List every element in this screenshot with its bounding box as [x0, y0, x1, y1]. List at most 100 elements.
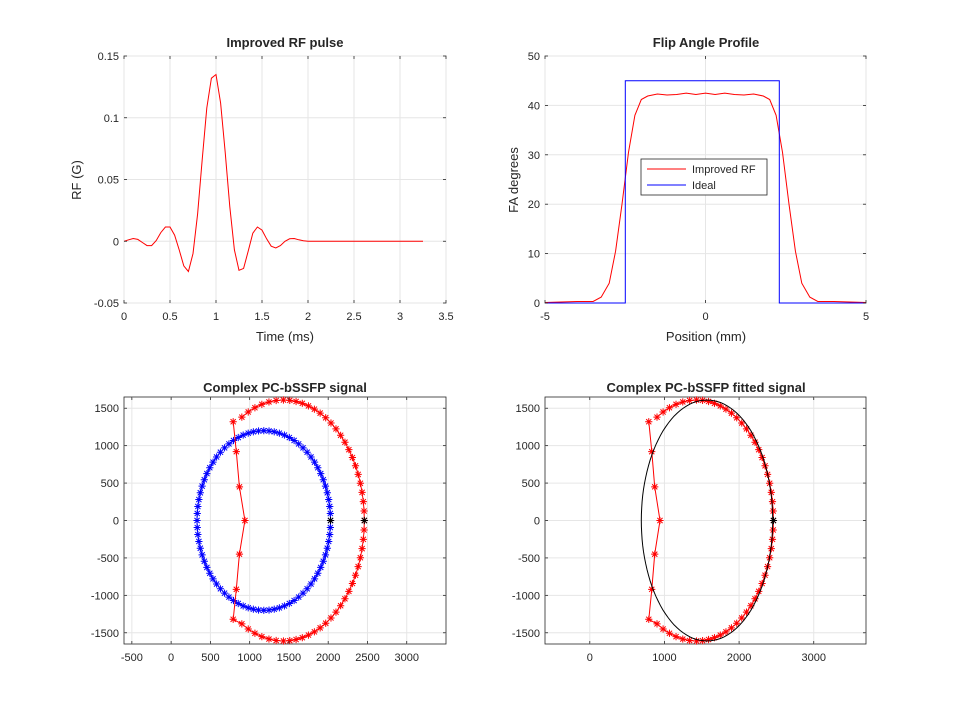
- data-point-marker: [299, 444, 307, 452]
- data-point-marker: [645, 615, 653, 623]
- sig-ticks: -500 0 500 1000 1500 2000 2500 3000 -1500 -1000 -5…: [91, 397, 446, 664]
- data-point-marker: [270, 605, 278, 613]
- data-point-marker: [195, 537, 203, 546]
- legend-box: [640, 158, 768, 196]
- data-point-marker: [290, 596, 298, 605]
- data-point-marker: [225, 593, 233, 601]
- series-line: [123, 73, 423, 273]
- data-point-marker: [651, 483, 659, 491]
- data-point-marker: [692, 637, 701, 645]
- data-point-marker: [260, 427, 268, 435]
- data-point-marker: [220, 444, 229, 452]
- data-point-marker: [322, 414, 330, 422]
- data-point-marker: [310, 405, 318, 413]
- y-tick-label: 1500: [516, 403, 540, 415]
- data-point-marker: [200, 557, 208, 565]
- data-point-marker: [659, 625, 667, 633]
- data-point-marker: [679, 398, 687, 406]
- data-point-marker: [280, 602, 289, 610]
- data-point-marker: [200, 476, 208, 484]
- data-point-marker: [232, 448, 240, 456]
- data-point-marker: [648, 585, 656, 593]
- fit-ticks: 0 1000 2000 3000 -1500 -1000 -500 0 500 1000 1500: [512, 397, 866, 664]
- data-point-marker: [316, 624, 324, 632]
- data-point-marker: [326, 502, 334, 511]
- data-point-marker: [251, 404, 259, 412]
- fit-grid: [545, 397, 866, 644]
- ideal-line: [545, 80, 866, 304]
- y-tick-label: 40: [528, 100, 540, 112]
- data-point-marker: [280, 431, 289, 439]
- data-point-marker: [345, 446, 353, 454]
- x-tick-label: 2000: [316, 652, 340, 664]
- y-tick-label: -1000: [512, 590, 540, 602]
- x-tick-label: 5: [863, 311, 869, 323]
- data-point-marker: [285, 599, 293, 608]
- data-point-marker: [292, 635, 300, 644]
- data-point-marker: [279, 396, 288, 404]
- data-point-marker: [653, 620, 661, 628]
- data-point-marker: [299, 589, 307, 597]
- data-point-marker: [704, 635, 713, 644]
- data-point-marker: [229, 596, 238, 605]
- data-point-marker: [758, 453, 766, 462]
- data-point-marker: [194, 530, 202, 539]
- data-point-marker: [326, 530, 334, 539]
- data-point-marker: [322, 619, 330, 627]
- data-point-marker: [665, 629, 674, 637]
- data-point-marker: [225, 440, 233, 448]
- data-point-marker: [303, 448, 311, 456]
- x-tick-label: 1: [213, 311, 219, 323]
- data-point-marker: [769, 526, 777, 534]
- series-line: [640, 399, 774, 642]
- data-point-marker: [672, 633, 680, 641]
- data-point-marker: [265, 606, 273, 614]
- y-tick-label: -0.05: [94, 298, 119, 310]
- data-point-marker: [314, 464, 322, 472]
- y-tick-label: 0: [113, 516, 119, 528]
- y-tick-label: 1000: [516, 441, 540, 453]
- data-point-marker: [758, 579, 766, 588]
- data-point-marker: [742, 425, 751, 433]
- data-point-marker: [249, 605, 257, 613]
- data-point-marker: [321, 551, 330, 559]
- data-point-marker: [710, 399, 719, 407]
- data-point-marker: [337, 431, 345, 439]
- data-point-marker: [270, 428, 278, 436]
- fa-series: [544, 80, 867, 304]
- y-tick-label: 0.15: [98, 51, 119, 63]
- y-tick-label: 0.05: [98, 175, 119, 187]
- y-tick-label: 500: [101, 478, 119, 490]
- y-tick-label: 1500: [95, 403, 119, 415]
- data-point-marker: [742, 608, 751, 616]
- data-point-marker: [303, 585, 311, 593]
- data-point-marker: [290, 436, 298, 445]
- data-point-marker: [193, 509, 201, 518]
- data-point-marker: [648, 448, 656, 456]
- fa-legend: Improved RF Ideal: [640, 158, 768, 196]
- data-point-marker: [755, 446, 763, 454]
- data-point-marker: [239, 602, 247, 610]
- y-tick-label: 0: [534, 298, 540, 310]
- x-tick-label: 0: [168, 652, 174, 664]
- data-point-marker: [239, 431, 247, 439]
- data-point-marker: [733, 414, 741, 422]
- data-point-marker: [235, 550, 244, 558]
- data-point-marker: [319, 557, 327, 565]
- data-point-marker: [659, 408, 667, 416]
- data-point-marker: [298, 634, 306, 642]
- data-point-marker: [348, 579, 357, 588]
- data-point-marker: [212, 580, 221, 588]
- data-point-marker: [716, 402, 724, 410]
- data-point-marker: [686, 636, 694, 645]
- data-point-marker: [193, 516, 201, 525]
- data-point-marker: [727, 624, 736, 632]
- data-point-marker: [244, 625, 252, 633]
- x-tick-label: -5: [540, 311, 550, 323]
- data-point-marker: [304, 631, 313, 639]
- y-tick-label: 500: [522, 478, 540, 490]
- data-point-marker: [323, 544, 331, 552]
- rf-title: Improved RF pulse: [226, 35, 343, 50]
